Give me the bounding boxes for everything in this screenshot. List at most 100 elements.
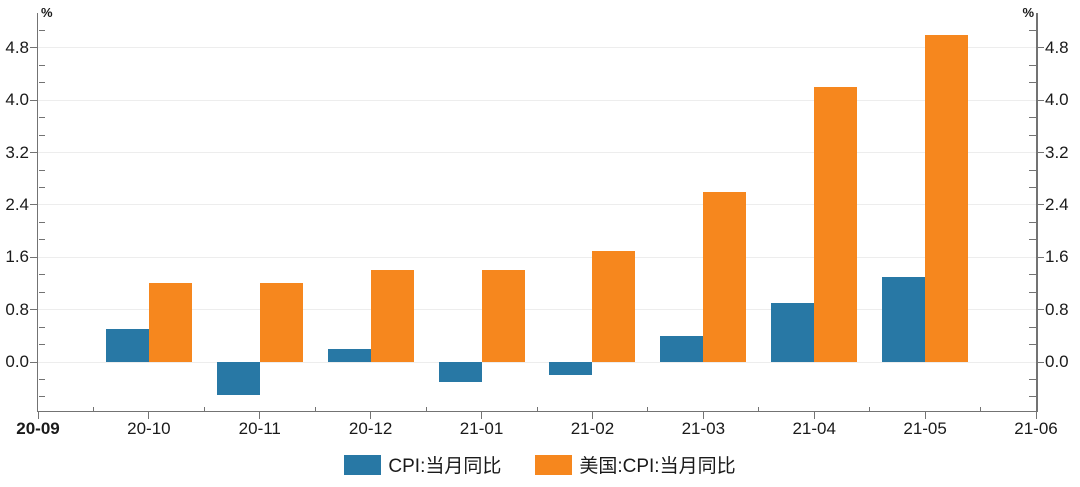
bar-us-cpi <box>259 283 303 362</box>
y-minor-tick-right <box>1029 64 1036 66</box>
y-minor-tick-left <box>38 326 45 328</box>
right-axis-unit-label: % <box>1022 5 1034 20</box>
x-major-tick <box>481 412 483 419</box>
y-minor-tick-left <box>38 169 45 171</box>
y-major-tick-right <box>1036 152 1044 154</box>
bar-us-cpi <box>592 250 636 362</box>
grid-line <box>38 204 1036 206</box>
y-tick-label-right: 4.8 <box>1045 37 1069 57</box>
x-major-tick <box>924 412 926 419</box>
y-tick-label-right: 1.6 <box>1045 247 1069 267</box>
y-minor-tick-right <box>1029 82 1036 84</box>
x-minor-tick <box>980 407 982 412</box>
y-minor-tick-left <box>38 239 45 241</box>
x-minor-tick <box>425 407 427 412</box>
bar-us-cpi <box>370 270 414 362</box>
grid-line <box>38 152 1036 154</box>
y-major-tick-right <box>1036 256 1044 258</box>
y-minor-tick-left <box>38 344 45 346</box>
x-major-tick <box>1035 412 1037 419</box>
y-major-tick-left <box>30 361 38 363</box>
grid-line <box>38 47 1036 49</box>
x-tick-label: 20-09 <box>16 419 60 438</box>
x-tick-label: 20-10 <box>127 419 171 438</box>
x-axis-line <box>36 410 1038 412</box>
x-minor-tick <box>314 407 316 412</box>
bar-china-cpi <box>660 335 704 362</box>
bar-us-cpi <box>814 87 858 362</box>
y-major-tick-left <box>30 47 38 49</box>
bar-us-cpi <box>481 270 525 362</box>
y-axis-line-left <box>36 13 38 412</box>
x-major-tick <box>37 412 39 419</box>
y-tick-label-left: 4.0 <box>5 90 29 110</box>
legend-label-us-cpi: 美国:CPI:当月同比 <box>579 456 736 477</box>
x-tick-label: 21-04 <box>792 419 836 438</box>
grid-line <box>38 309 1036 311</box>
bar-us-cpi <box>925 34 969 362</box>
y-minor-tick-right <box>1029 326 1036 328</box>
y-minor-tick-left <box>38 274 45 276</box>
x-tick-label: 21-03 <box>681 419 726 438</box>
y-minor-tick-left <box>38 64 45 66</box>
bar-china-cpi <box>771 303 815 362</box>
y-minor-tick-left <box>38 134 45 136</box>
y-tick-label-left: 2.4 <box>5 194 29 214</box>
legend-swatch-china-cpi <box>344 454 382 475</box>
x-major-tick <box>370 412 372 419</box>
bar-china-cpi <box>549 362 593 376</box>
legend-item-us-cpi: 美国:CPI:当月同比 <box>535 451 736 478</box>
y-tick-label-left: 0.0 <box>5 352 29 371</box>
y-axis-line-right <box>1036 13 1038 412</box>
y-tick-label-left: 3.2 <box>5 142 29 162</box>
x-major-tick <box>259 412 261 419</box>
y-major-tick-left <box>30 256 38 258</box>
x-major-tick <box>813 412 815 419</box>
grid-line <box>38 256 1036 258</box>
x-minor-tick <box>536 407 538 412</box>
y-minor-tick-right <box>1029 169 1036 171</box>
left-axis-unit-label: % <box>41 5 53 20</box>
x-major-tick <box>148 412 150 419</box>
x-tick-label: 21-01 <box>459 419 504 438</box>
y-minor-tick-right <box>1029 274 1036 276</box>
y-minor-tick-left <box>38 187 45 189</box>
y-minor-tick-left <box>38 221 45 223</box>
y-major-tick-right <box>1036 309 1044 311</box>
y-minor-tick-right <box>1029 344 1036 346</box>
y-major-tick-right <box>1036 47 1044 49</box>
x-minor-tick <box>647 407 649 412</box>
y-major-tick-left <box>30 152 38 154</box>
y-minor-tick-right <box>1029 30 1036 32</box>
y-major-tick-right <box>1036 361 1044 363</box>
y-minor-tick-left <box>38 378 45 380</box>
y-minor-tick-left <box>38 396 45 398</box>
y-major-tick-left <box>30 99 38 101</box>
x-minor-tick <box>869 407 871 412</box>
x-major-tick <box>702 412 704 419</box>
bar-china-cpi <box>327 348 371 362</box>
legend-item-china-cpi: CPI:当月同比 <box>344 451 501 478</box>
y-minor-tick-right <box>1029 396 1036 398</box>
x-minor-tick <box>203 407 205 412</box>
y-tick-label-right: 0.0 <box>1045 352 1069 371</box>
bar-china-cpi <box>216 362 260 395</box>
y-minor-tick-right <box>1029 117 1036 119</box>
y-major-tick-left <box>30 204 38 206</box>
x-tick-label: 21-05 <box>903 419 947 438</box>
x-tick-label: 20-12 <box>348 419 393 438</box>
y-minor-tick-right <box>1029 239 1036 241</box>
y-minor-tick-left <box>38 30 45 32</box>
y-major-tick-left <box>30 309 38 311</box>
y-minor-tick-left <box>38 117 45 119</box>
y-minor-tick-right <box>1029 291 1036 293</box>
x-tick-label: 21-02 <box>570 419 615 438</box>
grid-line <box>38 99 1036 101</box>
y-minor-tick-left <box>38 82 45 84</box>
x-minor-tick <box>758 407 760 412</box>
x-tick-label: 21-06 <box>1014 419 1058 438</box>
legend: CPI:当月同比 美国:CPI:当月同比 <box>0 451 1080 478</box>
y-tick-label-right: 2.4 <box>1045 194 1069 214</box>
